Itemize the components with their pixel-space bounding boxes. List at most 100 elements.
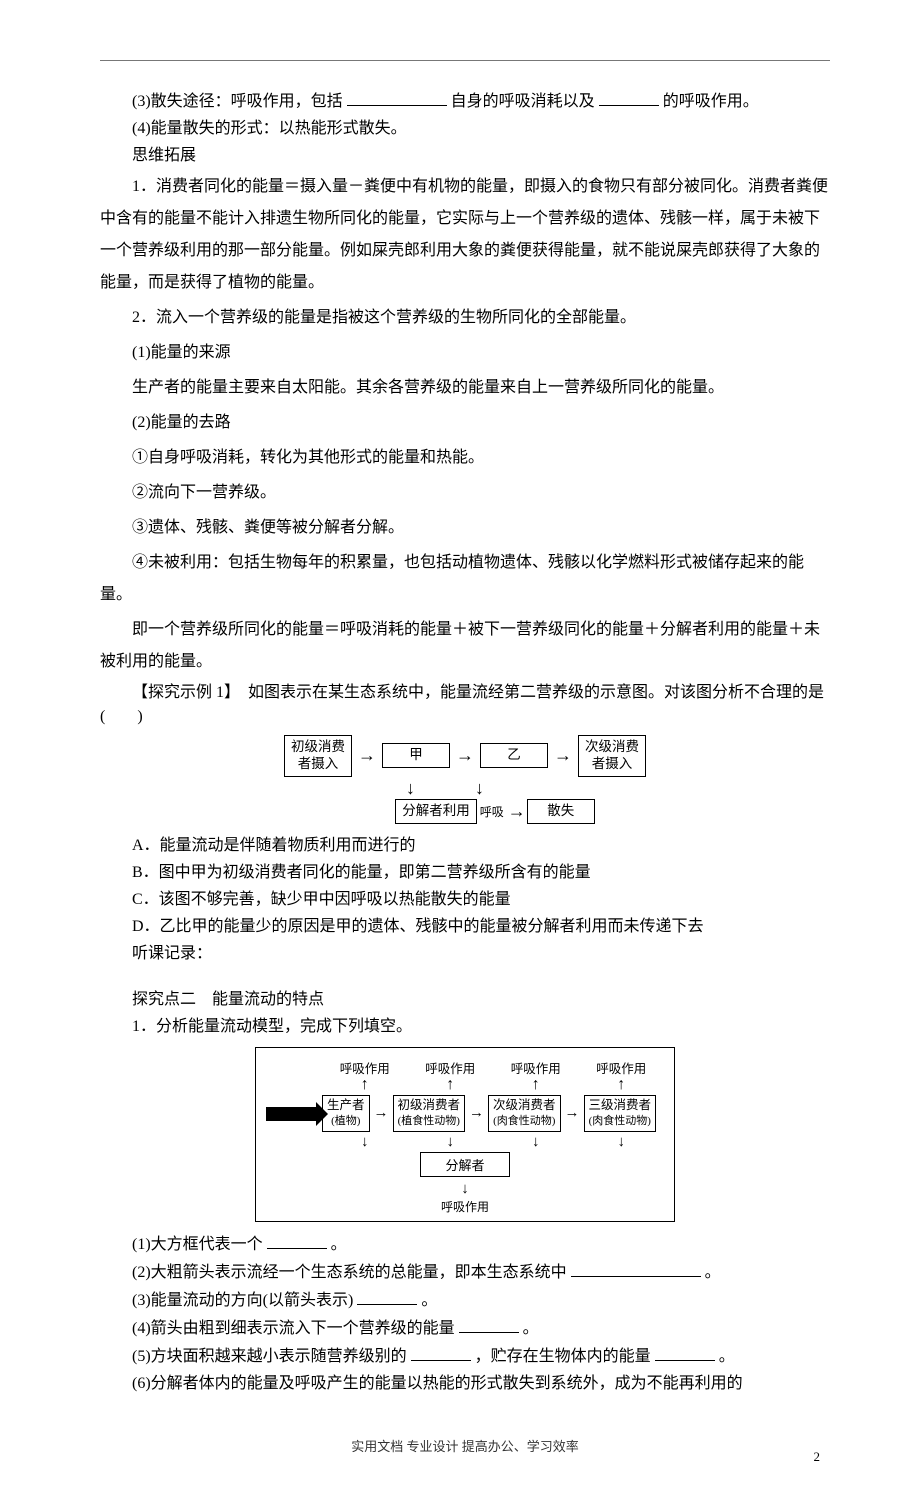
diagram1-row-bottom: 分解者利用 呼吸 → 散失 bbox=[265, 799, 665, 824]
paragraph-8: ③遗体、残骸、粪便等被分解者分解。 bbox=[100, 512, 830, 544]
arrow-down-icon: ↓ bbox=[361, 1136, 369, 1150]
box-consumer3: 三级消费者 (肉食性动物) bbox=[584, 1095, 657, 1131]
text: 次级消费者 bbox=[493, 1098, 556, 1112]
option-d: D．乙比甲的能量少的原因是甲的遗体、残骸中的能量被分解者利用而未传递下去 bbox=[100, 915, 830, 939]
label-resp-bottom: 呼吸作用 bbox=[441, 1200, 489, 1214]
box-yi: 乙 bbox=[480, 743, 548, 768]
text: 三级消费者 bbox=[589, 1098, 652, 1112]
paragraph-4: 生产者的能量主要来自太阳能。其余各营养级的能量来自上一营养级所同化的能量。 bbox=[100, 372, 830, 404]
text: 。 bbox=[421, 1292, 437, 1309]
d2-bottom-row: ↓ 呼吸作用 bbox=[266, 1181, 664, 1215]
arrow-up-icon: ↑ bbox=[532, 1079, 540, 1092]
diagram1-row-arrows: ↓ ↓ bbox=[265, 779, 665, 797]
blank bbox=[357, 1288, 417, 1305]
line-4: (4)能量散失的形式：以热能形式散失。 bbox=[100, 117, 830, 141]
text: (植物) bbox=[331, 1115, 360, 1127]
text: 者摄入 bbox=[298, 756, 339, 771]
paragraph-6: ①自身呼吸消耗，转化为其他形式的能量和热能。 bbox=[100, 442, 830, 474]
arrow-down-icon: ↓ bbox=[461, 1181, 469, 1197]
line-3: (3)散失途径：呼吸作用，包括 自身的呼吸消耗以及 的呼吸作用。 bbox=[100, 89, 830, 114]
blank bbox=[347, 89, 447, 106]
arrow-down-icon: ↓ bbox=[532, 1136, 540, 1150]
fill-q1: (1)大方框代表一个 。 bbox=[100, 1232, 830, 1257]
text: 次级消费 bbox=[585, 739, 639, 754]
text: (肉食性动物) bbox=[589, 1115, 651, 1127]
arrow-right-icon: → bbox=[565, 1105, 580, 1122]
section2-title: 探究点二 能量流动的特点 bbox=[100, 988, 830, 1012]
arrow-up-icon: ↑ bbox=[617, 1079, 625, 1092]
d2-down-arrows: ↓ ↓ ↓ ↓ bbox=[322, 1136, 664, 1150]
text: (2)大粗箭头表示流经一个生态系统的总能量，即本生态系统中 bbox=[132, 1264, 567, 1281]
fill-q5: (5)方块面积越来越小表示随营养级别的 ，贮存在生物体内的能量 。 bbox=[100, 1344, 830, 1369]
text: (植食性动物) bbox=[398, 1115, 460, 1127]
section2-intro: 1．分析能量流动模型，完成下列填空。 bbox=[100, 1015, 830, 1039]
text: 初级消费 bbox=[291, 739, 345, 754]
box-consumer1: 初级消费者 (植食性动物) bbox=[393, 1095, 466, 1131]
heading-thought: 思维拓展 bbox=[100, 144, 830, 168]
footer-text: 实用文档 专业设计 提高办公、学习效率 bbox=[100, 1436, 830, 1455]
text: 者摄入 bbox=[592, 756, 633, 771]
example1-title: 【探究示例 1】 如图表示在某生态系统中，能量流经第二营养级的示意图。对该图分析… bbox=[100, 681, 830, 729]
paragraph-10: 即一个营养级所同化的能量＝呼吸消耗的能量＋被下一营养级同化的能量＋分解者利用的能… bbox=[100, 614, 830, 678]
text: 。 bbox=[705, 1264, 721, 1281]
blank bbox=[655, 1344, 715, 1361]
box-secondary-consumer-intake: 次级消费 者摄入 bbox=[578, 735, 646, 777]
text: 生产者 bbox=[327, 1098, 365, 1112]
paragraph-2: 2．流入一个营养级的能量是指被这个营养级的生物所同化的全部能量。 bbox=[100, 302, 830, 334]
label-resp: 呼吸作用 bbox=[340, 1058, 390, 1077]
arrow-right-icon: → bbox=[374, 1105, 389, 1122]
option-c: C．该图不够完善，缺少甲中因呼吸以热能散失的能量 bbox=[100, 888, 830, 912]
arrow-down-icon: ↓ bbox=[618, 1136, 626, 1150]
box-producer: 生产者 (植物) bbox=[322, 1095, 370, 1131]
arrow-right-icon: → bbox=[554, 745, 572, 766]
option-b: B．图中甲为初级消费者同化的能量，即第二营养级所含有的能量 bbox=[100, 861, 830, 885]
page-number: 2 bbox=[814, 1449, 821, 1465]
option-a: A．能量流动是伴随着物质利用而进行的 bbox=[100, 834, 830, 858]
top-rule bbox=[100, 60, 830, 61]
box-primary-consumer-intake: 初级消费 者摄入 bbox=[284, 735, 352, 777]
box-jia: 甲 bbox=[382, 743, 450, 768]
label-huxi: 呼吸 bbox=[477, 803, 507, 820]
page-root: (3)散失途径：呼吸作用，包括 自身的呼吸消耗以及 的呼吸作用。 (4)能量散失… bbox=[0, 0, 920, 1495]
paragraph-5: (2)能量的去路 bbox=[100, 407, 830, 439]
text: 。 bbox=[331, 1236, 347, 1253]
diagram1-row-top: 初级消费 者摄入 → 甲 → 乙 → 次级消费 者摄入 bbox=[265, 735, 665, 777]
text: (肉食性动物) bbox=[493, 1115, 555, 1127]
text: (4)箭头由粗到细表示流入下一个营养级的能量 bbox=[132, 1320, 455, 1337]
paragraph-7: ②流向下一营养级。 bbox=[100, 477, 830, 509]
text: 自身的呼吸消耗以及 bbox=[451, 93, 595, 110]
text: 。 bbox=[523, 1320, 539, 1337]
paragraph-1: 1．消费者同化的能量＝摄入量－粪便中有机物的能量，即摄入的食物只有部分被同化。消… bbox=[100, 171, 830, 299]
fill-q4: (4)箭头由粗到细表示流入下一个营养级的能量 。 bbox=[100, 1316, 830, 1341]
label-resp: 呼吸作用 bbox=[596, 1058, 646, 1077]
d2-resp-labels: 呼吸作用 呼吸作用 呼吸作用 呼吸作用 bbox=[322, 1058, 664, 1077]
arrow-up-icon: ↑ bbox=[446, 1079, 454, 1092]
blank bbox=[571, 1260, 701, 1277]
listen-note: 听课记录： bbox=[100, 942, 830, 966]
box-decomposer: 分解者 bbox=[420, 1152, 509, 1177]
arrow-right-icon: → bbox=[358, 745, 376, 766]
thick-arrow-icon bbox=[266, 1107, 318, 1121]
arrow-right-icon: → bbox=[508, 801, 526, 822]
diagram-energy-level2: 初级消费 者摄入 → 甲 → 乙 → 次级消费 者摄入 ↓ ↓ 分解者利用 呼吸… bbox=[265, 735, 665, 824]
blank bbox=[459, 1316, 519, 1333]
arrow-down-icon: ↓ bbox=[447, 1136, 455, 1150]
text: ，贮存在生物体内的能量 bbox=[475, 1348, 651, 1365]
arrow-right-icon: → bbox=[456, 745, 474, 766]
blank bbox=[267, 1232, 327, 1249]
arrow-down-icon: ↓ bbox=[406, 779, 415, 797]
text: 初级消费者 bbox=[398, 1098, 461, 1112]
label-resp: 呼吸作用 bbox=[511, 1058, 561, 1077]
text: 的呼吸作用。 bbox=[663, 93, 759, 110]
box-consumer2: 次级消费者 (肉食性动物) bbox=[488, 1095, 561, 1131]
fill-q6: (6)分解者体内的能量及呼吸产生的能量以热能的形式散失到系统外，成为不能再利用的 bbox=[100, 1372, 830, 1396]
box-decomposer-use: 分解者利用 bbox=[395, 799, 477, 824]
box-dissipate: 散失 bbox=[527, 799, 595, 824]
blank bbox=[599, 89, 659, 106]
arrow-right-icon: → bbox=[469, 1105, 484, 1122]
arrow-up-icon: ↑ bbox=[361, 1079, 369, 1092]
diagram-energy-flow-model: 呼吸作用 呼吸作用 呼吸作用 呼吸作用 ↑ ↑ ↑ ↑ 生产者 (植物) → 初… bbox=[255, 1047, 675, 1222]
paragraph-3: (1)能量的来源 bbox=[100, 337, 830, 369]
text: (3)散失途径：呼吸作用，包括 bbox=[132, 93, 343, 110]
text: (1)大方框代表一个 bbox=[132, 1236, 263, 1253]
